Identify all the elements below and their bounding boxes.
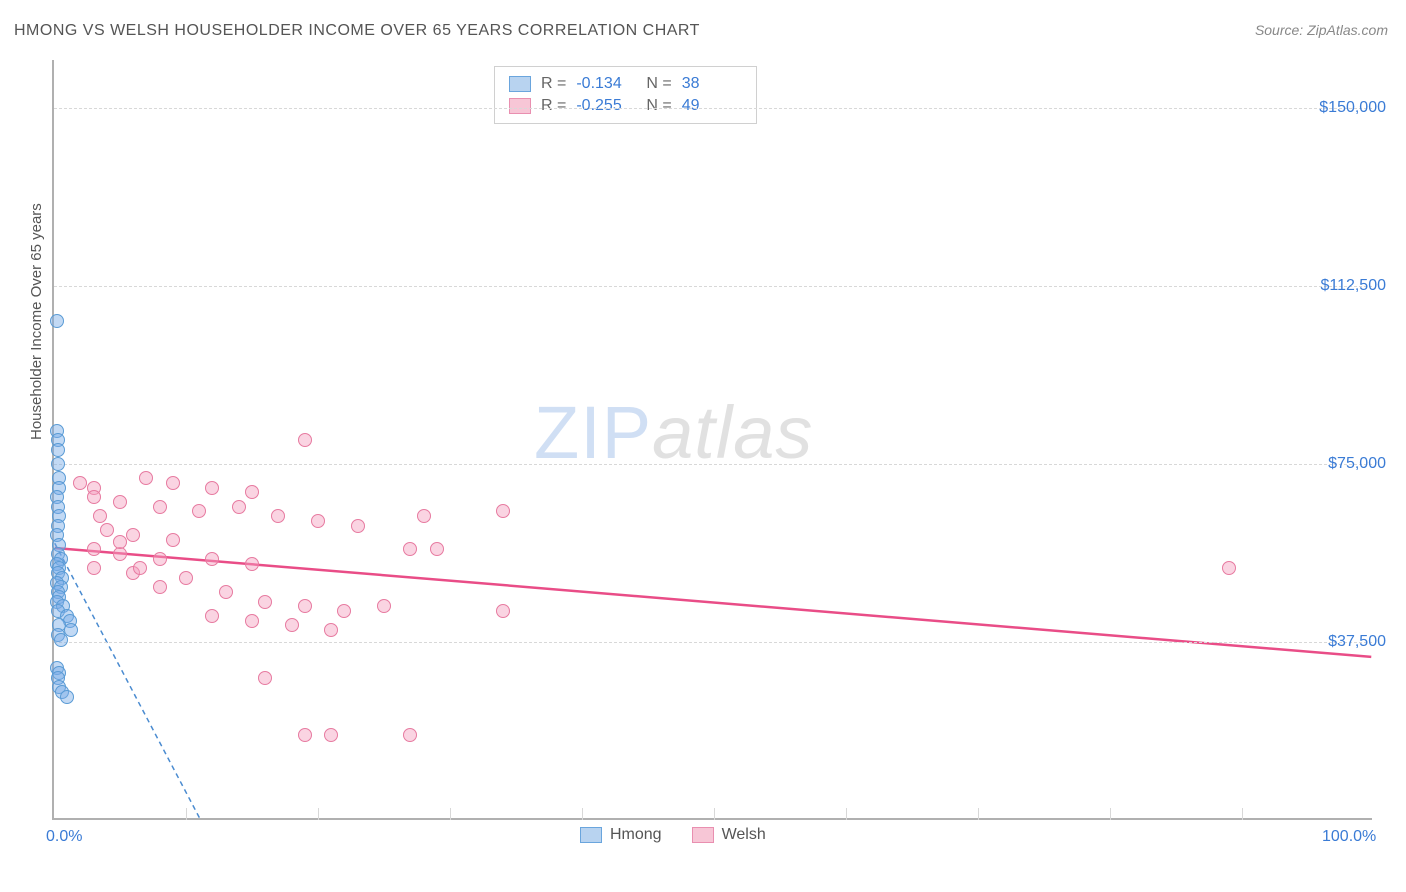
r-label: R = xyxy=(541,97,566,115)
chart-title: HMONG VS WELSH HOUSEHOLDER INCOME OVER 6… xyxy=(14,22,700,40)
point-welsh xyxy=(271,509,285,523)
point-welsh xyxy=(496,504,510,518)
point-welsh xyxy=(219,585,233,599)
n-label: N = xyxy=(646,75,671,93)
point-welsh xyxy=(337,604,351,618)
point-welsh xyxy=(113,495,127,509)
point-welsh xyxy=(377,599,391,613)
point-welsh xyxy=(311,514,325,528)
point-welsh xyxy=(430,542,444,556)
gridline-h xyxy=(54,286,1372,287)
point-welsh xyxy=(192,504,206,518)
swatch-welsh-icon xyxy=(692,827,714,843)
watermark: ZIPatlas xyxy=(534,390,813,475)
x-tick xyxy=(846,808,847,820)
swatch-welsh xyxy=(509,98,531,114)
gridline-h xyxy=(54,108,1372,109)
legend-label-hmong: Hmong xyxy=(610,826,662,844)
y-tick-label: $37,500 xyxy=(1328,633,1386,651)
legend-item-welsh: Welsh xyxy=(692,826,766,844)
gridline-h xyxy=(54,464,1372,465)
point-welsh xyxy=(403,542,417,556)
point-welsh xyxy=(166,533,180,547)
point-welsh xyxy=(285,618,299,632)
point-welsh xyxy=(403,728,417,742)
point-welsh xyxy=(298,433,312,447)
swatch-hmong-icon xyxy=(580,827,602,843)
point-welsh xyxy=(133,561,147,575)
source-label: Source: ZipAtlas.com xyxy=(1255,22,1388,38)
point-welsh xyxy=(153,552,167,566)
hmong-n-value: 38 xyxy=(682,75,742,93)
point-hmong xyxy=(60,690,74,704)
point-welsh xyxy=(324,623,338,637)
watermark-zip: ZIP xyxy=(534,391,652,474)
point-welsh xyxy=(298,728,312,742)
trend-line xyxy=(55,543,200,818)
point-welsh xyxy=(100,523,114,537)
point-welsh xyxy=(205,552,219,566)
point-welsh xyxy=(1222,561,1236,575)
point-welsh xyxy=(351,519,365,533)
point-welsh xyxy=(87,542,101,556)
point-welsh xyxy=(324,728,338,742)
point-welsh xyxy=(245,557,259,571)
point-hmong xyxy=(51,443,65,457)
x-tick xyxy=(1110,808,1111,820)
point-welsh xyxy=(93,509,107,523)
watermark-atlas: atlas xyxy=(652,391,813,474)
x-tick xyxy=(714,808,715,820)
n-label: N = xyxy=(646,97,671,115)
point-welsh xyxy=(298,599,312,613)
r-label: R = xyxy=(541,75,566,93)
welsh-n-value: 49 xyxy=(682,97,742,115)
point-welsh xyxy=(126,528,140,542)
legend-correlation: R = -0.134 N = 38 R = -0.255 N = 49 xyxy=(494,66,757,124)
point-welsh xyxy=(87,490,101,504)
y-tick-label: $112,500 xyxy=(1320,277,1386,295)
hmong-r-value: -0.134 xyxy=(576,75,636,93)
point-welsh xyxy=(232,500,246,514)
y-axis-label: Householder Income Over 65 years xyxy=(28,203,45,440)
legend-item-hmong: Hmong xyxy=(580,826,662,844)
x-tick xyxy=(1242,808,1243,820)
x-tick xyxy=(318,808,319,820)
y-tick-label: $75,000 xyxy=(1328,455,1386,473)
y-tick-label: $150,000 xyxy=(1319,99,1386,117)
point-welsh xyxy=(258,671,272,685)
chart-container: HMONG VS WELSH HOUSEHOLDER INCOME OVER 6… xyxy=(0,0,1406,892)
point-welsh xyxy=(113,535,127,549)
point-welsh xyxy=(245,485,259,499)
point-welsh xyxy=(496,604,510,618)
point-welsh xyxy=(245,614,259,628)
point-welsh xyxy=(205,609,219,623)
point-welsh xyxy=(87,561,101,575)
welsh-r-value: -0.255 xyxy=(576,97,636,115)
point-welsh xyxy=(139,471,153,485)
gridline-h xyxy=(54,642,1372,643)
point-welsh xyxy=(205,481,219,495)
legend-label-welsh: Welsh xyxy=(722,826,766,844)
point-welsh xyxy=(73,476,87,490)
point-welsh xyxy=(166,476,180,490)
x-tick xyxy=(186,808,187,820)
x-tick xyxy=(582,808,583,820)
point-welsh xyxy=(258,595,272,609)
legend-row-welsh: R = -0.255 N = 49 xyxy=(509,95,742,117)
point-welsh xyxy=(153,580,167,594)
legend-row-hmong: R = -0.134 N = 38 xyxy=(509,73,742,95)
x-tick xyxy=(978,808,979,820)
swatch-hmong xyxy=(509,76,531,92)
legend-series: Hmong Welsh xyxy=(580,826,766,844)
point-hmong xyxy=(54,633,68,647)
plot-area: ZIPatlas R = -0.134 N = 38 R = -0.255 N … xyxy=(52,60,1372,820)
point-hmong xyxy=(50,314,64,328)
x-tick xyxy=(450,808,451,820)
point-welsh xyxy=(417,509,431,523)
point-hmong xyxy=(51,457,65,471)
point-welsh xyxy=(153,500,167,514)
point-welsh xyxy=(179,571,193,585)
x-tick-label-right: 100.0% xyxy=(1322,828,1376,846)
x-tick-label-left: 0.0% xyxy=(46,828,82,846)
